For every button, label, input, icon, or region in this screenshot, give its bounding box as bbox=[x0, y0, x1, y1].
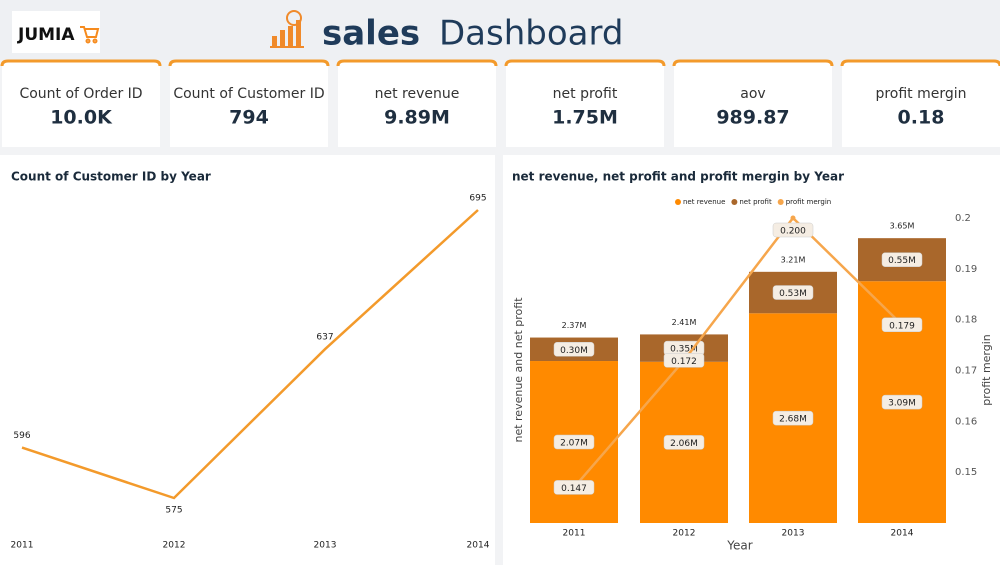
total-label: 2.37M bbox=[562, 321, 587, 330]
kpi-label: Count of Order ID bbox=[19, 86, 142, 102]
data-label: 575 bbox=[165, 506, 182, 516]
x-tick-label: 2011 bbox=[11, 541, 34, 551]
kpi-value: 989.87 bbox=[716, 107, 789, 129]
data-label: 596 bbox=[13, 431, 30, 441]
data-label: 0.30M bbox=[560, 346, 588, 356]
data-label-box bbox=[772, 410, 814, 426]
line-label-box bbox=[553, 480, 595, 495]
data-label: 2.68M bbox=[779, 415, 807, 425]
legend-label: profit mergin bbox=[786, 198, 832, 206]
chart-title: net revenue, net profit and profit mergi… bbox=[512, 170, 844, 184]
kpi-value: 0.18 bbox=[898, 107, 945, 129]
x-tick-label: 2013 bbox=[314, 541, 337, 551]
kpi-card bbox=[842, 62, 1000, 147]
line bbox=[573, 216, 903, 489]
kpi-value: 10.0K bbox=[50, 107, 113, 129]
kpi-label: profit mergin bbox=[875, 86, 966, 102]
legend-swatch bbox=[777, 199, 784, 205]
kpi-card bbox=[338, 62, 496, 147]
data-label: 695 bbox=[469, 194, 486, 204]
total-label: 3.65M bbox=[890, 222, 915, 231]
line bbox=[21, 209, 479, 500]
kpi-accent bbox=[168, 59, 330, 67]
line-label-box bbox=[663, 353, 705, 368]
line-label: 0.200 bbox=[780, 227, 806, 237]
chart-title: Count of Customer ID by Year bbox=[11, 170, 211, 184]
kpi-accent bbox=[504, 59, 666, 67]
kpi-card bbox=[506, 62, 664, 147]
y2-tick-label: 0.17 bbox=[955, 366, 977, 377]
total-label: 2.41M bbox=[672, 318, 697, 327]
kpi-value: 794 bbox=[229, 107, 269, 129]
kpi-card bbox=[2, 62, 160, 147]
line-label-box bbox=[772, 222, 814, 238]
line-label: 0.172 bbox=[671, 357, 697, 367]
data-label: 3.09M bbox=[888, 399, 916, 409]
header bbox=[0, 0, 1000, 60]
legend-label: net profit bbox=[739, 198, 772, 206]
x-tick-label: 2012 bbox=[673, 529, 696, 539]
data-label: 2.06M bbox=[670, 439, 698, 449]
data-label-box bbox=[881, 394, 923, 410]
y2-tick-label: 0.18 bbox=[955, 315, 977, 326]
line-label: 0.147 bbox=[561, 484, 587, 494]
x-tick-label: 2014 bbox=[467, 541, 490, 551]
y2-tick-label: 0.2 bbox=[955, 213, 971, 224]
y2-tick-label: 0.15 bbox=[955, 467, 977, 478]
title-icon bbox=[270, 10, 304, 48]
data-label: 0.53M bbox=[779, 289, 807, 299]
kpi-label: aov bbox=[740, 86, 765, 102]
kpi-label: Count of Customer ID bbox=[173, 86, 324, 102]
title-rest: Dashboard bbox=[439, 14, 623, 54]
kpi-card bbox=[674, 62, 832, 147]
y-axis-title: net revenue and net profit bbox=[512, 297, 525, 443]
kpi-accent bbox=[840, 59, 1000, 67]
kpi-accent bbox=[336, 59, 498, 67]
x-tick-label: 2014 bbox=[891, 529, 914, 539]
y2-tick-label: 0.19 bbox=[955, 264, 977, 275]
data-label: 2.07M bbox=[560, 439, 588, 449]
y2-axis-title: profit mergin bbox=[980, 334, 993, 406]
total-label: 3.21M bbox=[781, 255, 806, 264]
data-label: 637 bbox=[316, 333, 333, 343]
kpi-label: net profit bbox=[553, 86, 618, 102]
data-label-box bbox=[553, 342, 595, 357]
left-panel bbox=[0, 155, 495, 565]
line-label-box bbox=[881, 317, 923, 332]
x-tick-label: 2011 bbox=[563, 529, 586, 539]
legend-label: net revenue bbox=[683, 198, 725, 206]
legend-swatch bbox=[675, 199, 681, 205]
data-label: 0.35M bbox=[670, 345, 698, 355]
data-label-box bbox=[663, 435, 705, 450]
kpi-label: net revenue bbox=[375, 86, 460, 102]
cart-icon bbox=[80, 26, 100, 44]
x-tick-label: 2013 bbox=[782, 529, 805, 539]
line-label: 0.179 bbox=[889, 321, 915, 331]
x-tick-label: 2012 bbox=[163, 541, 186, 551]
data-label: 0.55M bbox=[888, 256, 916, 266]
kpi-card bbox=[170, 62, 328, 147]
kpi-accent bbox=[672, 59, 834, 67]
x-axis-title: Year bbox=[726, 539, 752, 553]
legend-swatch bbox=[731, 199, 738, 205]
line-marker bbox=[790, 215, 796, 221]
kpi-accent bbox=[0, 59, 162, 67]
kpi-value: 1.75M bbox=[552, 107, 618, 129]
data-label-box bbox=[772, 285, 814, 300]
y2-tick-label: 0.16 bbox=[955, 416, 977, 427]
data-label-box bbox=[553, 434, 595, 450]
kpi-value: 9.89M bbox=[384, 107, 450, 129]
title-bold: sales bbox=[322, 14, 420, 54]
data-label-box bbox=[881, 252, 923, 267]
logo: JUMIA bbox=[17, 25, 75, 45]
